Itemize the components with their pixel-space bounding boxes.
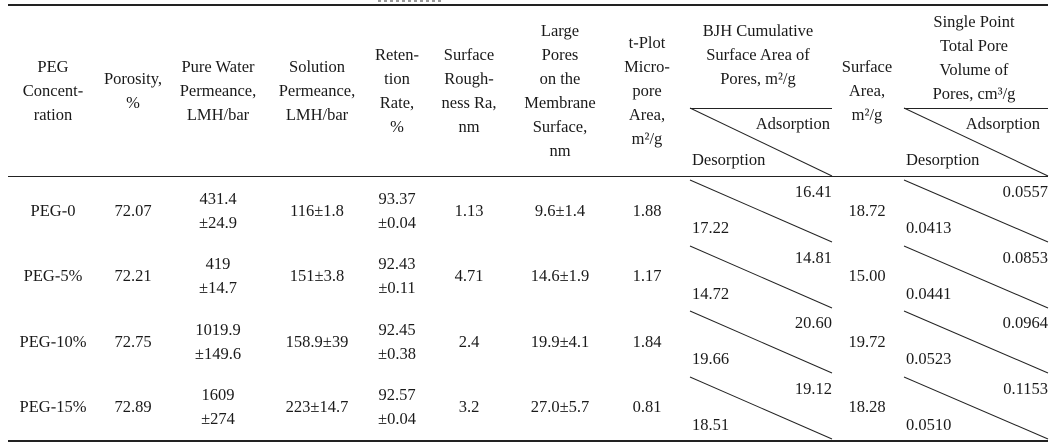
- sp-adsorption-value: 0.0557: [1002, 182, 1048, 201]
- cell-roughness: 2.4: [458, 331, 480, 351]
- cell-large-pores: 19.9±4.1: [530, 331, 590, 351]
- sp-diagonal-line: [903, 310, 1049, 374]
- bjh-diagonal-line: [689, 310, 833, 374]
- sp-desorption-label: Desorption: [906, 150, 980, 169]
- sp-desorption-value: 0.0441: [906, 283, 952, 303]
- bottom-rule: [8, 440, 1048, 442]
- header-single-point-pore-volume: Single Point Total Pore Volume of Pores,…: [932, 12, 1016, 103]
- bjh-subheader-diagonal: [689, 107, 833, 177]
- header-rule: [8, 176, 1048, 177]
- cell-roughness: 4.71: [454, 266, 484, 286]
- bjh-diagonal-line: [689, 376, 833, 439]
- sp-diagonal-line: [903, 179, 1049, 243]
- cell-tplot: 0.81: [632, 397, 662, 417]
- bjh-subheader-rule: [690, 108, 832, 109]
- cell-surface-area: 15.00: [848, 266, 886, 286]
- bjh-adsorption-value: 19.12: [794, 378, 832, 398]
- header-peg-concentration: PEG Concent- ration: [22, 57, 84, 124]
- sp-adsorption-value: 0.1153: [1003, 378, 1048, 398]
- sp-desorption-value: 0.0523: [906, 349, 952, 368]
- header-surface-roughness: Surface Rough- ness Ra, nm: [441, 45, 497, 136]
- cell-peg: PEG-5%: [23, 266, 83, 286]
- sp-adsorption-value: 0.0964: [1002, 313, 1048, 332]
- cell-peg: PEG-10%: [19, 331, 87, 351]
- header-surface-area: Surface Area, m²/g: [841, 57, 893, 124]
- cell-porosity: 72.75: [114, 331, 152, 351]
- bjh-desorption-value: 14.72: [692, 283, 730, 303]
- cell-retention: 92.43 ±0.11: [378, 254, 416, 298]
- sp-subheader-rule: [904, 108, 1048, 109]
- sp-diagonal-line: [903, 245, 1049, 308]
- bjh-desorption-value: 17.22: [692, 218, 730, 237]
- cell-surface-area: 18.28: [848, 397, 886, 417]
- header-porosity: Porosity, %: [103, 69, 163, 112]
- cell-tplot: 1.88: [632, 200, 662, 220]
- cell-solution: 158.9±39: [285, 331, 349, 351]
- cell-retention: 92.45 ±0.38: [378, 319, 416, 363]
- cell-solution: 151±3.8: [289, 266, 345, 286]
- cell-porosity: 72.89: [114, 397, 152, 417]
- cell-porosity: 72.07: [114, 200, 152, 220]
- sp-desorption-value: 0.0413: [906, 218, 952, 237]
- top-rule: [8, 4, 1048, 6]
- header-tplot-micropore-area: t-Plot Micro- pore Area, m²/g: [624, 33, 670, 148]
- bjh-diagonal-line: [689, 245, 833, 308]
- cell-roughness: 1.13: [454, 200, 484, 220]
- cell-tplot: 1.84: [632, 331, 662, 351]
- cell-solution: 116±1.8: [290, 200, 344, 220]
- sp-adsorption-value: 0.0853: [1002, 247, 1048, 267]
- cell-large-pores: 14.6±1.9: [530, 266, 590, 286]
- bjh-adsorption-value: 16.41: [794, 182, 832, 201]
- bjh-desorption-label: Desorption: [692, 150, 766, 169]
- cell-tplot: 1.17: [632, 266, 662, 286]
- cell-pure-water: 419 ±14.7: [199, 254, 237, 298]
- cell-peg: PEG-0: [30, 200, 76, 220]
- cell-roughness: 3.2: [458, 397, 480, 417]
- cell-retention: 92.57 ±0.04: [378, 385, 416, 429]
- sp-subheader-diagonal: [903, 107, 1049, 177]
- cell-peg: PEG-15%: [19, 397, 87, 417]
- header-retention-rate: Reten- tion Rate, %: [375, 45, 419, 136]
- header-pure-water-permeance: Pure Water Permeance, LMH/bar: [179, 57, 257, 124]
- cell-large-pores: 27.0±5.7: [530, 397, 590, 417]
- bjh-adsorption-label: Adsorption: [755, 114, 830, 133]
- cell-retention: 93.37 ±0.04: [378, 188, 416, 232]
- bjh-desorption-value: 18.51: [692, 414, 730, 434]
- header-bjh-surface-area: BJH Cumulative Surface Area of Pores, m²…: [702, 21, 814, 88]
- cell-porosity: 72.21: [114, 266, 152, 286]
- cell-surface-area: 18.72: [848, 200, 886, 220]
- cell-pure-water: 431.4 ±24.9: [199, 188, 237, 232]
- cell-large-pores: 9.6±1.4: [534, 200, 586, 220]
- sp-diagonal-line: [903, 376, 1049, 439]
- cell-pure-water: 1609 ±274: [201, 385, 235, 429]
- bjh-diagonal-line: [689, 179, 833, 243]
- bjh-adsorption-value: 20.60: [794, 313, 832, 332]
- header-solution-permeance: Solution Permeance, LMH/bar: [278, 57, 356, 124]
- cell-pure-water: 1019.9 ±149.6: [194, 319, 242, 363]
- bjh-adsorption-value: 14.81: [794, 247, 832, 267]
- header-large-pores: Large Pores on the Membrane Surface, nm: [524, 21, 596, 160]
- cell-solution: 223±14.7: [285, 397, 349, 417]
- sp-desorption-value: 0.0510: [906, 414, 952, 434]
- cell-surface-area: 19.72: [848, 331, 886, 351]
- clipped-caption-fragment: [378, 0, 444, 2]
- bjh-desorption-value: 19.66: [692, 349, 730, 368]
- sp-adsorption-label: Adsorption: [965, 114, 1040, 133]
